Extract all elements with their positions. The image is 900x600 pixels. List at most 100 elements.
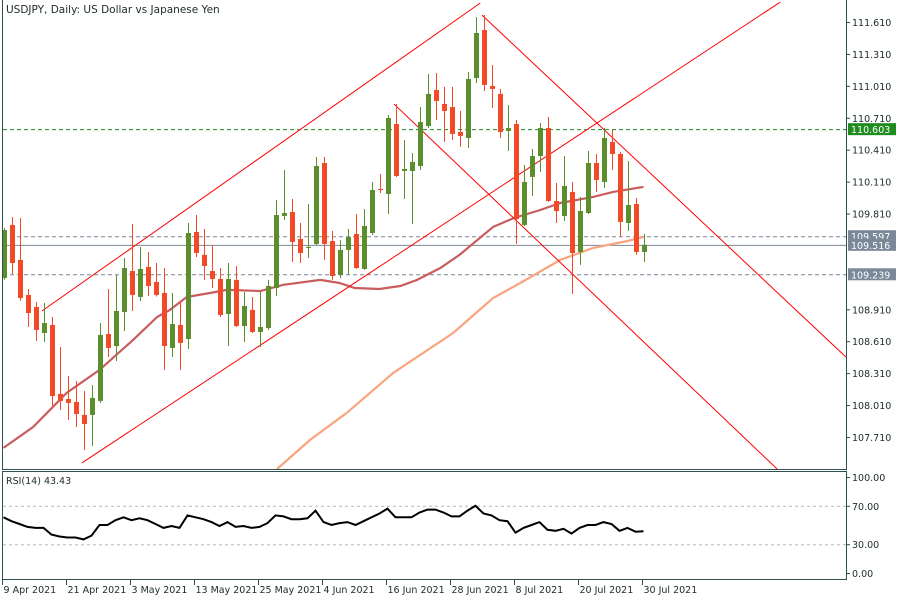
candle-bullish — [602, 127, 607, 189]
y-tick-label: 111.310 — [852, 50, 891, 61]
candle-bearish — [546, 117, 551, 202]
rsi-pane-frame — [2, 471, 847, 580]
candle-bearish — [330, 230, 335, 280]
candle-body — [250, 309, 255, 332]
candle-bearish — [354, 213, 359, 269]
candle-body — [314, 165, 319, 244]
candle-body — [3, 230, 7, 279]
candle-body — [530, 155, 535, 177]
candle-bullish — [586, 150, 591, 214]
x-tick-label: 25 May 2021 — [260, 585, 322, 596]
candle-body — [10, 224, 15, 264]
candle-body — [298, 238, 303, 254]
candle-body — [594, 163, 599, 181]
candle-bearish — [66, 376, 71, 420]
candle-bullish — [522, 165, 527, 226]
candle-body — [18, 259, 23, 299]
price-pane[interactable] — [2, 1, 846, 469]
candle-body — [610, 142, 615, 154]
candle-bearish — [162, 268, 167, 370]
candle-body — [122, 268, 127, 312]
candle-bullish — [274, 200, 279, 296]
trendline[interactable] — [41, 2, 481, 312]
candle-bearish — [146, 251, 151, 296]
candle-body — [218, 278, 223, 315]
candle-bullish — [3, 228, 7, 280]
candle-body — [634, 203, 639, 252]
candle-bullish — [90, 384, 95, 446]
candle-body — [194, 231, 199, 254]
candle-bearish — [450, 86, 455, 141]
candle-bearish — [290, 198, 295, 262]
candle-body — [242, 305, 247, 327]
candle-body — [514, 123, 519, 219]
candle-bearish — [458, 110, 463, 147]
candle-bearish — [82, 391, 87, 450]
candle-body — [410, 161, 415, 171]
trendline[interactable] — [81, 1, 781, 464]
x-tick-label: 21 Apr 2021 — [68, 585, 127, 596]
candle-bearish — [58, 346, 63, 410]
candle-bullish — [266, 279, 271, 330]
candle-bearish — [610, 130, 615, 171]
trendline[interactable] — [481, 14, 846, 358]
candle-bullish — [410, 152, 415, 224]
candle-bearish — [634, 198, 639, 255]
candle-bullish — [362, 208, 367, 270]
x-tick-label: 20 Jul 2021 — [580, 585, 634, 596]
candle-bullish — [466, 72, 471, 148]
candle-bullish — [258, 291, 263, 347]
candle-body — [442, 103, 447, 111]
candle-bearish — [34, 301, 39, 342]
candle-body — [90, 397, 95, 415]
candle-bearish — [202, 228, 207, 280]
candle-body — [562, 185, 567, 216]
candle-body — [522, 181, 527, 225]
candle-body — [546, 127, 551, 201]
candle-bearish — [298, 223, 303, 264]
candle-body — [234, 279, 239, 327]
candle-bearish — [250, 296, 255, 334]
candle-bearish — [74, 381, 79, 427]
candle-body — [162, 293, 167, 347]
candle-body — [426, 93, 431, 126]
candle-body — [274, 215, 279, 289]
y-tick-label: 108.010 — [852, 401, 891, 412]
candle-body — [74, 401, 79, 414]
candle-body — [210, 270, 215, 279]
candle-body — [306, 246, 311, 248]
candle-body — [26, 294, 31, 314]
rsi-tick-label: 100.00 — [852, 473, 885, 484]
candle-body — [482, 30, 487, 86]
y-tick-label: 110.710 — [852, 114, 891, 125]
candle-bullish — [626, 160, 631, 231]
candle-bullish — [314, 156, 319, 245]
candle-body — [362, 225, 367, 269]
x-tick-label: 30 Jul 2021 — [644, 585, 698, 596]
price-pane-frame — [2, 0, 847, 470]
candle-body — [626, 205, 631, 224]
x-tick-label: 3 May 2021 — [132, 585, 188, 596]
rsi-tick-label: 0.00 — [852, 569, 873, 580]
candle-body — [202, 254, 207, 266]
y-tick-label: 107.710 — [852, 433, 891, 444]
candle-body — [354, 233, 359, 269]
x-tick-label: 13 May 2021 — [196, 585, 258, 596]
candle-body — [146, 266, 151, 286]
candle-body — [226, 278, 231, 314]
candle-body — [282, 213, 287, 216]
y-tick-label: 111.610 — [852, 18, 891, 29]
candle-body — [474, 32, 479, 78]
price-level-marker-bg — [848, 238, 896, 251]
candle-bearish — [498, 88, 503, 138]
candle-bullish — [138, 246, 143, 301]
candle-bullish — [338, 240, 343, 279]
trendline[interactable] — [393, 103, 778, 469]
candle-bearish — [10, 216, 15, 274]
price-level-marker-label: 109.597 — [851, 232, 890, 243]
moving-average-slow — [276, 235, 644, 469]
candle-body — [290, 211, 295, 242]
candle-bullish — [170, 293, 175, 357]
rsi-pane[interactable] — [3, 504, 846, 546]
